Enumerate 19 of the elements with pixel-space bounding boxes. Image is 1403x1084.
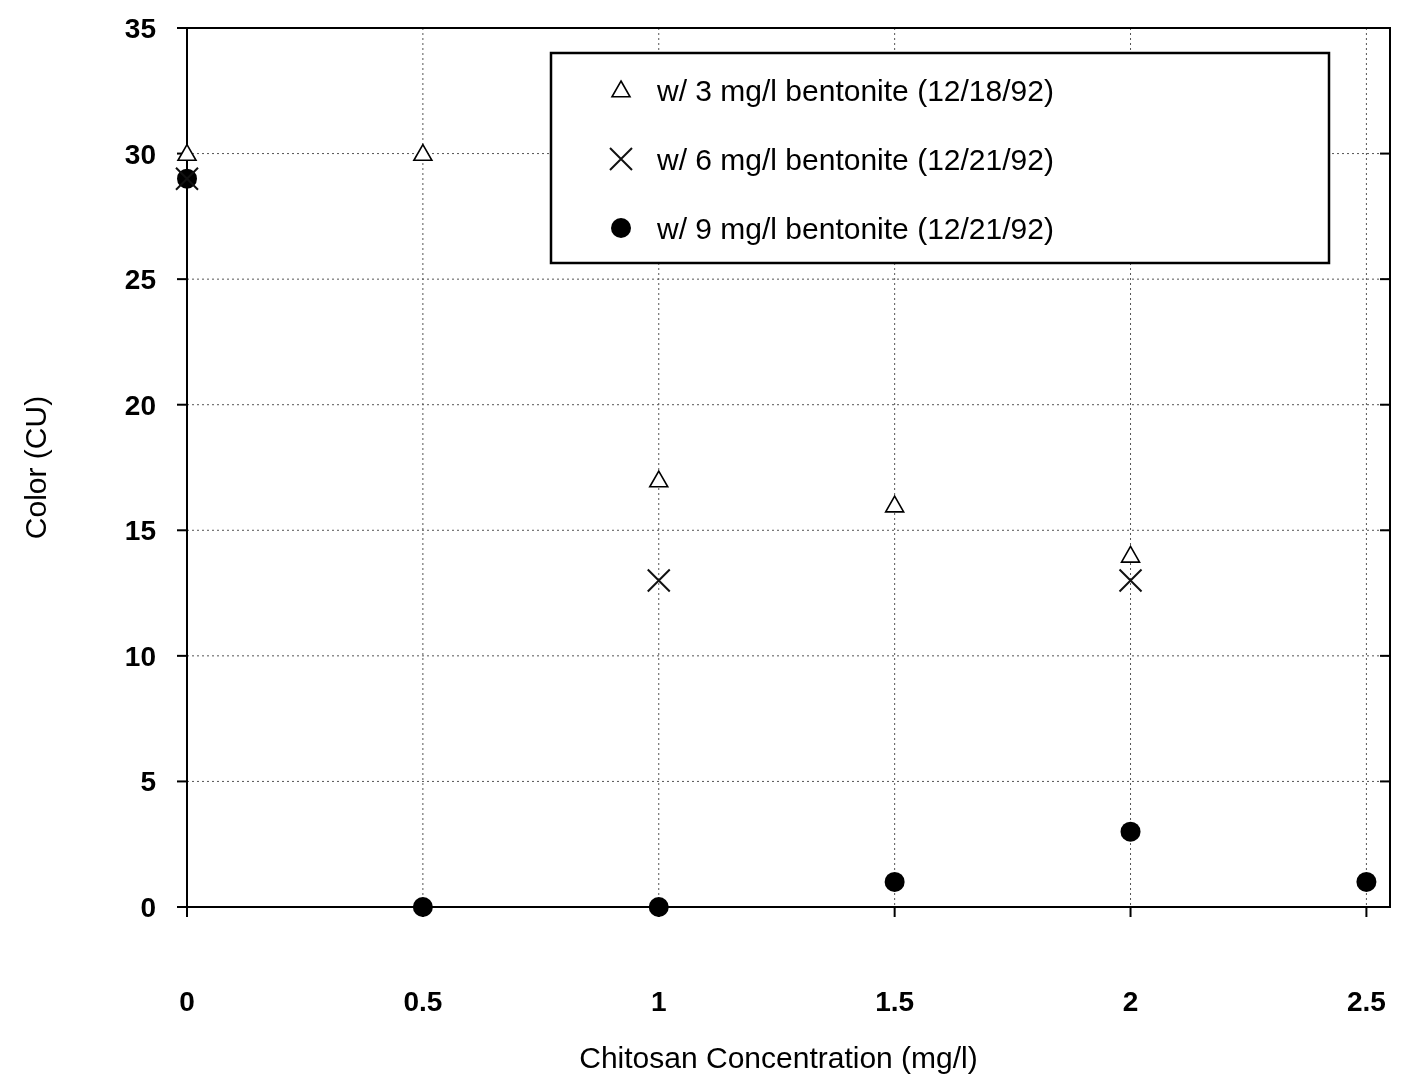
- y-tick-label: 5: [140, 766, 156, 798]
- y-tick-label: 20: [124, 389, 156, 421]
- x-tick-label: 1: [650, 986, 667, 1017]
- y-tick-label: 35: [124, 13, 156, 44]
- y-tick-label: 30: [124, 138, 156, 170]
- x-tick-label: 1.5: [875, 986, 915, 1017]
- x-tick-label: 2.5: [1346, 986, 1386, 1017]
- x-axis-title: Chitosan Concentration (mg/l): [579, 1041, 978, 1074]
- legend-label: w/ 9 mg/l bentonite (12/21/92): [656, 212, 1054, 245]
- y-tick-label: 0: [140, 892, 156, 923]
- y-tick-label: 10: [124, 640, 156, 672]
- legend-label: w/ 3 mg/l bentonite (12/18/92): [656, 74, 1054, 107]
- y-axis-title: Color (CU): [19, 395, 52, 540]
- y-tick-label: 25: [124, 264, 156, 296]
- x-tick-label: 2: [1122, 986, 1139, 1017]
- y-tick-label: 15: [124, 515, 156, 547]
- legend-label: w/ 6 mg/l bentonite (12/21/92): [656, 143, 1054, 176]
- x-tick-label: 0.5: [403, 986, 443, 1017]
- x-tick-label: 0: [179, 986, 195, 1017]
